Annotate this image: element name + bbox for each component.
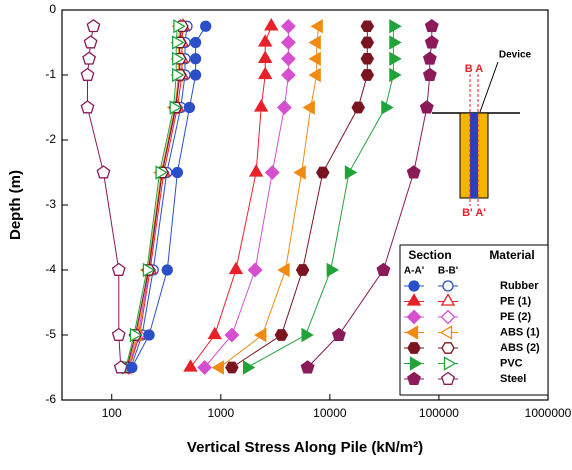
chart: Vertical Stress Along Pile (kN/m²) Depth… — [0, 0, 572, 465]
x-tick-label: 1000 — [207, 406, 234, 420]
data-point — [226, 362, 238, 372]
data-point — [297, 265, 309, 275]
legend-marker — [408, 343, 420, 353]
data-point — [361, 54, 373, 64]
legend-marker — [409, 281, 419, 291]
y-axis-title: Depth (m) — [7, 170, 24, 240]
data-point — [191, 70, 201, 80]
data-point — [275, 330, 287, 340]
inset-label: B A — [465, 63, 484, 75]
legend-marker — [443, 281, 453, 291]
legend-label: PVC — [500, 357, 523, 369]
x-axis-title: Vertical Stress Along Pile (kN/m²) — [187, 439, 423, 456]
data-point — [361, 21, 373, 31]
data-point — [361, 70, 373, 80]
data-point — [172, 168, 182, 178]
y-tick-label: -1 — [45, 67, 56, 81]
y-tick-label: 0 — [49, 2, 56, 16]
x-tick-label: 100 — [102, 406, 122, 420]
legend-label: PE (2) — [500, 311, 532, 323]
data-point — [361, 37, 373, 47]
legend-label: ABS (1) — [500, 326, 540, 338]
legend-marker — [442, 343, 454, 353]
x-tick-label: 100000 — [419, 406, 459, 420]
data-point — [184, 103, 194, 113]
legend-section: A-A' — [404, 266, 424, 277]
legend-label: ABS (2) — [500, 342, 540, 354]
legend-label: Rubber — [500, 280, 539, 292]
inset-label: Device — [499, 50, 532, 61]
y-tick-label: -2 — [45, 132, 56, 146]
legend-label: PE (1) — [500, 295, 532, 307]
data-point — [127, 363, 137, 373]
inset-label: B' A' — [462, 207, 486, 219]
legend-label: Steel — [500, 373, 526, 385]
y-tick-label: -4 — [45, 262, 56, 276]
x-tick-label: 10000 — [313, 406, 347, 420]
legend-title: Material — [489, 248, 534, 262]
data-point — [317, 167, 329, 177]
data-point — [352, 102, 364, 112]
y-tick-label: -3 — [45, 197, 56, 211]
data-point — [191, 54, 201, 64]
y-tick-label: -6 — [45, 392, 56, 406]
data-point — [144, 330, 154, 340]
x-tick-label: 1000000 — [525, 406, 572, 420]
data-point — [201, 21, 211, 31]
data-point — [191, 38, 201, 48]
y-tick-label: -5 — [45, 327, 56, 341]
data-point — [162, 265, 172, 275]
legend-section: B-B' — [438, 266, 458, 277]
device — [470, 113, 478, 198]
legend-title: Section — [408, 248, 451, 262]
